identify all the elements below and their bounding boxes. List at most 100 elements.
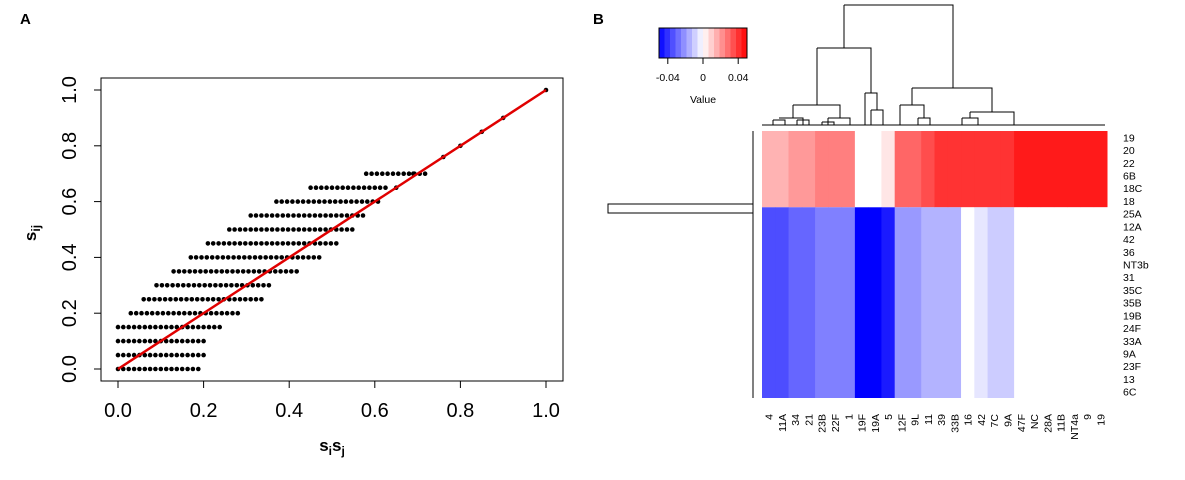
- data-point: [185, 338, 190, 344]
- data-point: [248, 241, 253, 246]
- data-point: [218, 283, 223, 288]
- data-point: [147, 324, 153, 330]
- column-label: NC: [1029, 414, 1041, 430]
- heatmap-cell: [828, 207, 843, 398]
- heatmap-cell: [775, 131, 790, 208]
- data-point: [189, 297, 195, 302]
- row-label: 42: [1123, 234, 1135, 246]
- scatter-chart: 0.0 0.2 0.4 0.6 0.8 1.0 0.0 0.2 0.4 0.6 0.8 1.0 si…: [21, 76, 564, 458]
- column-label: 7C: [989, 414, 1001, 428]
- data-point: [176, 310, 182, 316]
- data-point: [229, 283, 234, 288]
- data-point: [174, 338, 180, 344]
- data-point: [153, 352, 158, 358]
- x-axis: 0.0 0.2 0.4 0.6 0.8 1.0: [104, 380, 560, 422]
- column-label: 16: [963, 414, 975, 426]
- data-point: [285, 213, 291, 218]
- data-point: [201, 352, 206, 358]
- data-point: [266, 283, 272, 288]
- data-point: [290, 199, 295, 204]
- row-label: 33A: [1123, 336, 1142, 348]
- data-point: [187, 269, 192, 274]
- y-tick-label: 0.6: [59, 188, 81, 216]
- data-point: [208, 310, 214, 316]
- data-point: [147, 366, 153, 372]
- row-label: 24F: [1123, 323, 1141, 335]
- data-point: [294, 269, 300, 274]
- column-label: 19: [1095, 414, 1107, 426]
- data-point: [317, 227, 323, 232]
- data-point: [363, 171, 369, 176]
- data-point: [243, 297, 248, 302]
- data-point: [283, 269, 289, 274]
- heatmap-cell: [1027, 131, 1042, 208]
- column-label: 4: [764, 414, 776, 420]
- data-point: [142, 352, 148, 358]
- data-point: [126, 366, 131, 372]
- color-key-swatch: [703, 28, 709, 58]
- data-point: [201, 324, 206, 330]
- column-label: 19F: [857, 414, 869, 432]
- heatmap-cell: [934, 207, 949, 398]
- color-key-swatch: [670, 28, 676, 58]
- data-point: [237, 227, 243, 232]
- data-point: [128, 310, 134, 316]
- data-point: [194, 297, 200, 302]
- data-point: [279, 199, 285, 204]
- heatmap-cell: [947, 207, 962, 398]
- heatmap-cell: [828, 131, 843, 208]
- data-point: [170, 283, 175, 288]
- data-point: [256, 269, 262, 274]
- data-point: [279, 255, 285, 260]
- data-point: [219, 269, 225, 274]
- data-point: [179, 352, 185, 358]
- data-point: [141, 297, 146, 302]
- data-point: [181, 283, 186, 288]
- heatmap-cell: [961, 131, 975, 208]
- data-point: [131, 324, 137, 330]
- data-point: [224, 269, 230, 274]
- data-point: [121, 366, 126, 372]
- data-point: [237, 241, 243, 246]
- column-label: 22F: [830, 414, 842, 432]
- row-labels: 1920226B18C1825A12A4236NT3b3135C35B19B24…: [1123, 132, 1149, 398]
- y-tick-label: 0.8: [59, 132, 81, 160]
- data-point: [268, 255, 274, 260]
- data-point: [216, 241, 221, 246]
- heatmap-cell: [921, 131, 935, 208]
- heatmap-cell: [894, 131, 909, 208]
- color-key-bar: [659, 28, 748, 58]
- data-point: [223, 283, 229, 288]
- data-point: [231, 255, 236, 260]
- data-point: [289, 269, 294, 274]
- x-tick-label: 0.2: [190, 400, 218, 422]
- data-point: [359, 199, 365, 204]
- color-key-tick-label: 0.04: [728, 72, 749, 84]
- data-point: [261, 283, 266, 288]
- data-point: [160, 310, 166, 316]
- row-label: 25A: [1123, 209, 1142, 221]
- data-point: [176, 269, 182, 274]
- data-point: [339, 227, 344, 232]
- column-label: 23B: [817, 414, 829, 433]
- heatmap-cell: [881, 131, 896, 208]
- column-label: 9A: [1003, 414, 1015, 427]
- color-key-title: Value: [690, 94, 716, 106]
- heatmap-cell: [1040, 131, 1055, 208]
- data-point: [169, 366, 174, 372]
- heatmap-cells: [762, 131, 1108, 398]
- data-point: [198, 269, 203, 274]
- data-point: [174, 324, 180, 330]
- data-point: [146, 297, 152, 302]
- data-point: [155, 310, 160, 316]
- heatmap-cell: [868, 131, 882, 208]
- data-point: [311, 199, 317, 204]
- data-point: [232, 297, 237, 302]
- heatmap-cell: [1014, 207, 1028, 398]
- heatmap-cell: [1053, 207, 1068, 398]
- data-point: [323, 227, 328, 232]
- data-point: [230, 310, 235, 316]
- data-point: [171, 310, 176, 316]
- data-point: [369, 171, 374, 176]
